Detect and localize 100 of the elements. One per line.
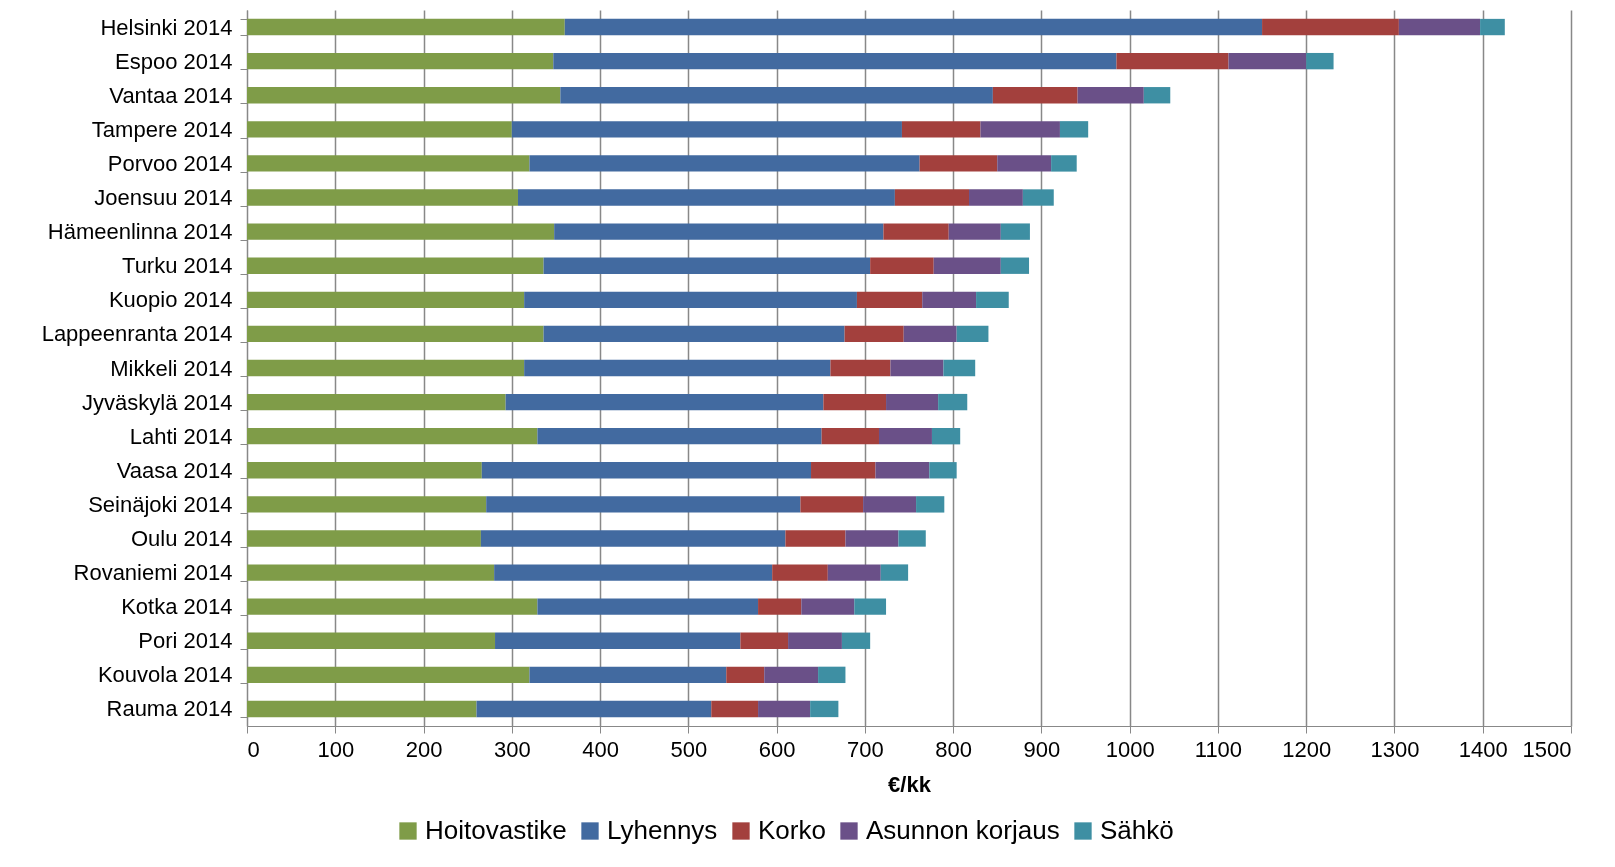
legend-label: Lyhennys xyxy=(607,815,718,845)
bar xyxy=(247,666,530,684)
bar xyxy=(1228,52,1307,70)
bar xyxy=(1022,189,1054,206)
bar xyxy=(247,189,518,206)
x-tick-label: 100 xyxy=(317,736,355,762)
bar xyxy=(537,428,822,445)
bar xyxy=(537,598,759,615)
bar xyxy=(524,359,831,377)
bar xyxy=(898,530,926,547)
y-tick-label: Vantaa 2014 xyxy=(109,82,233,108)
legend-label: Sähkö xyxy=(1100,815,1174,845)
y-tick-label: Oulu 2014 xyxy=(130,525,233,551)
y-tick-label: Helsinki 2014 xyxy=(100,14,233,40)
bar xyxy=(772,564,828,581)
bar xyxy=(933,257,1001,274)
bar xyxy=(494,564,773,581)
bar xyxy=(890,359,944,377)
bar xyxy=(818,666,846,684)
bar xyxy=(922,291,977,308)
bar xyxy=(511,121,902,138)
bar xyxy=(553,52,1117,70)
bar xyxy=(901,121,981,138)
bar xyxy=(788,632,842,649)
y-tick-label: Kuopio 2014 xyxy=(108,287,233,313)
bar xyxy=(543,257,871,274)
y-tick-label: Hämeenlinna 2014 xyxy=(47,219,233,245)
bar xyxy=(247,564,495,581)
x-tick-label: 600 xyxy=(758,736,796,762)
bar xyxy=(801,598,855,615)
y-tick-label: Mikkeli 2014 xyxy=(110,355,233,381)
bar xyxy=(476,700,712,718)
y-tick-label: Porvoo 2014 xyxy=(107,150,233,176)
bar xyxy=(875,462,930,479)
bar xyxy=(247,87,561,104)
x-tick-label: 800 xyxy=(935,736,972,762)
x-tick-label: 900 xyxy=(1023,736,1061,762)
bar xyxy=(883,223,949,240)
bar xyxy=(247,121,512,138)
bar xyxy=(247,18,565,36)
bar xyxy=(247,155,530,172)
y-tick-label: Pori 2014 xyxy=(138,628,233,654)
x-tick-label: 1500 xyxy=(1522,736,1572,762)
bar xyxy=(830,359,891,377)
bar xyxy=(529,155,920,172)
bar xyxy=(247,700,477,718)
bar xyxy=(726,666,765,684)
bar xyxy=(811,462,876,479)
bar xyxy=(247,530,481,547)
bar xyxy=(247,257,544,274)
bar xyxy=(711,700,759,718)
y-tick-label: Kotka 2014 xyxy=(121,594,233,620)
bar xyxy=(810,700,839,718)
bar xyxy=(740,632,789,649)
bar xyxy=(247,52,554,70)
y-tick-label: Rovaniemi 2014 xyxy=(73,560,233,586)
legend-label: Asunnon korjaus xyxy=(866,815,1060,845)
bar xyxy=(247,325,544,343)
x-tick-label: 1400 xyxy=(1458,736,1508,762)
bar xyxy=(916,496,945,513)
bar xyxy=(1306,52,1334,70)
x-tick-label: 500 xyxy=(670,736,708,762)
bar xyxy=(505,393,824,411)
bar xyxy=(247,632,496,649)
bar xyxy=(1059,121,1089,138)
bar xyxy=(764,666,819,684)
y-tick-label: Jyväskylä 2014 xyxy=(82,389,233,415)
bar xyxy=(878,428,932,445)
bar xyxy=(956,325,989,343)
bar xyxy=(800,496,864,513)
bar xyxy=(560,87,993,104)
x-tick-label: 1100 xyxy=(1194,736,1243,762)
bar xyxy=(543,325,845,343)
bar xyxy=(495,632,741,649)
x-tick-label: 700 xyxy=(847,736,884,762)
bar xyxy=(247,496,487,513)
bar xyxy=(247,359,525,377)
x-tick-label: 0 xyxy=(247,736,260,762)
bar xyxy=(1077,87,1144,104)
bar xyxy=(821,428,879,445)
bar xyxy=(919,155,998,172)
bar xyxy=(247,462,482,479)
bar xyxy=(247,291,525,308)
y-tick-label: Tampere 2014 xyxy=(91,116,233,142)
x-tick-label: 1200 xyxy=(1282,736,1332,762)
bar xyxy=(758,598,802,615)
y-tick-label: Rauma 2014 xyxy=(106,696,233,722)
x-tick-label: 200 xyxy=(405,736,443,762)
bar xyxy=(785,530,846,547)
x-axis-title: €/kk xyxy=(888,771,932,797)
bar xyxy=(969,189,1023,206)
legend-label: Korko xyxy=(758,815,826,845)
bar xyxy=(827,564,881,581)
bar xyxy=(943,359,976,377)
x-tick-label: 400 xyxy=(582,736,619,762)
bar xyxy=(1398,18,1481,36)
bar xyxy=(1143,87,1171,104)
y-tick-label: Turku 2014 xyxy=(122,253,233,279)
bar xyxy=(844,325,904,343)
y-tick-label: Lahti 2014 xyxy=(129,423,233,449)
